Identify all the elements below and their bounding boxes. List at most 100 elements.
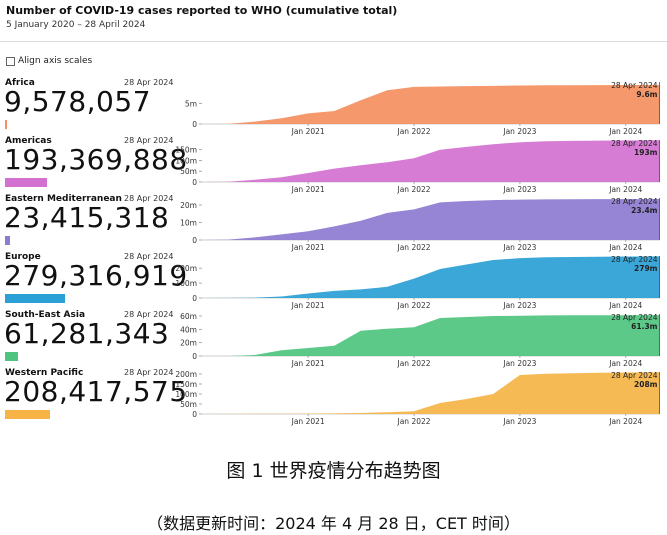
x-tick-label: Jan 2023	[502, 243, 536, 252]
date-range-subtitle: 5 January 2020 – 28 April 2024	[6, 20, 146, 30]
x-tick-label: Jan 2024	[608, 301, 642, 310]
x-tick-label: Jan 2023	[502, 127, 536, 136]
latest-value-label: 193m	[634, 148, 658, 157]
region-as-of-date: 28 Apr 2024	[124, 194, 174, 203]
y-tick-label: 200m	[175, 370, 197, 379]
x-tick-label: Jan 2023	[502, 185, 536, 194]
y-tick-label: 100m	[175, 390, 197, 399]
latest-value-label: 23.4m	[631, 206, 658, 215]
x-tick-label: Jan 2021	[291, 243, 325, 252]
series-area	[202, 84, 660, 124]
series-area	[202, 140, 660, 182]
y-tick-label: 60m	[180, 312, 197, 321]
region-name: Western Pacific	[5, 368, 84, 378]
series-area	[202, 256, 660, 298]
y-tick-label: 50m	[180, 400, 197, 409]
y-tick-label: 150m	[175, 146, 197, 155]
region-total-cases: 193,369,888	[4, 143, 188, 176]
region-share-bar	[5, 236, 11, 245]
y-tick-label: 20m	[180, 201, 197, 210]
y-tick-label: 0	[192, 294, 197, 303]
y-tick-label: 20m	[180, 339, 197, 348]
region-panel-south-east-asia: South-East Asia 28 Apr 2024 61,281,343 0 20m…	[0, 310, 667, 368]
region-share-bar	[5, 352, 19, 361]
latest-date-label: 28 Apr 2024	[611, 139, 658, 148]
x-tick-label: Jan 2022	[397, 127, 431, 136]
latest-date-label: 28 Apr 2024	[611, 81, 658, 90]
region-share-bar	[5, 294, 65, 303]
region-as-of-date: 28 Apr 2024	[124, 78, 174, 87]
latest-date-label: 28 Apr 2024	[611, 313, 658, 322]
region-share-bar	[5, 120, 8, 129]
y-tick-label: 0	[192, 410, 197, 419]
x-tick-label: Jan 2024	[608, 417, 642, 426]
align-axis-scales-toggle[interactable]: Align axis scales	[6, 56, 92, 66]
region-name: South-East Asia	[5, 310, 86, 320]
region-share-bar	[5, 178, 47, 187]
area-chart[interactable]: 0 100m 200m Jan 2021 Jan 2022 Jan 2023 Jan 202…	[172, 252, 663, 310]
y-tick-label: 40m	[180, 325, 197, 334]
align-axis-scales-label: Align axis scales	[18, 56, 93, 66]
y-tick-label: 0	[192, 178, 197, 187]
region-total-cases: 61,281,343	[4, 317, 170, 350]
x-tick-label: Jan 2023	[502, 417, 536, 426]
x-tick-label: Jan 2023	[502, 359, 536, 368]
x-tick-label: Jan 2021	[291, 417, 325, 426]
x-tick-label: Jan 2021	[291, 301, 325, 310]
x-tick-label: Jan 2023	[502, 301, 536, 310]
region-as-of-date: 28 Apr 2024	[124, 136, 174, 145]
region-total-cases: 9,578,057	[4, 85, 152, 118]
x-tick-label: Jan 2022	[397, 243, 431, 252]
x-tick-label: Jan 2021	[291, 127, 325, 136]
latest-value-label: 279m	[634, 264, 658, 273]
y-tick-label: 50m	[180, 167, 197, 176]
y-tick-label: 200m	[175, 264, 197, 273]
x-tick-label: Jan 2021	[291, 359, 325, 368]
region-panel-africa: Africa 28 Apr 2024 9,578,057 0 5m Jan 2021 Jan…	[0, 78, 667, 136]
figure-caption: 图 1 世界疫情分布趋势图	[226, 460, 441, 482]
series-area	[202, 315, 660, 356]
checkbox-icon[interactable]	[6, 56, 15, 66]
region-share-bar	[5, 410, 50, 419]
latest-value-label: 208m	[634, 380, 658, 389]
y-tick-label: 100m	[175, 156, 197, 165]
series-area	[202, 372, 660, 414]
latest-date-label: 28 Apr 2024	[611, 197, 658, 206]
y-tick-label: 0	[192, 120, 197, 129]
x-tick-label: Jan 2024	[608, 243, 642, 252]
region-total-cases: 23,415,318	[4, 201, 170, 234]
x-tick-label: Jan 2021	[291, 185, 325, 194]
area-chart[interactable]: 0 20m 40m 60m Jan 2021 Jan 2022 Jan 2023 Jan 20…	[172, 310, 663, 368]
region-name: Europe	[5, 252, 41, 262]
region-panel-eastern-mediterranean: Eastern Mediterranean 28 Apr 2024 23,415,3…	[0, 194, 667, 252]
series-area	[202, 199, 660, 240]
x-tick-label: Jan 2022	[397, 359, 431, 368]
chart-title: Number of COVID-19 cases reported to WHO…	[6, 4, 398, 17]
region-name: Africa	[5, 78, 35, 88]
area-chart[interactable]: 0 5m Jan 2021 Jan 2022 Jan 2023 Jan 2024 28 Ap…	[172, 78, 663, 136]
region-as-of-date: 28 Apr 2024	[124, 310, 174, 319]
area-chart[interactable]: 0 10m 20m Jan 2021 Jan 2022 Jan 2023 Jan 2024 2…	[172, 194, 663, 252]
region-panel-europe: Europe 28 Apr 2024 279,316,919 0 100m 200m Jan…	[0, 252, 667, 310]
x-tick-label: Jan 2024	[608, 185, 642, 194]
latest-value-label: 9.6m	[636, 90, 657, 99]
x-tick-label: Jan 2022	[397, 185, 431, 194]
y-tick-label: 150m	[175, 380, 197, 389]
region-panel-americas: Americas 28 Apr 2024 193,369,888 0 50m 100m 15…	[0, 136, 667, 194]
latest-date-label: 28 Apr 2024	[611, 255, 658, 264]
y-tick-label: 0	[192, 236, 197, 245]
region-as-of-date: 28 Apr 2024	[124, 368, 174, 377]
y-tick-label: 0	[192, 352, 197, 361]
region-name: Americas	[5, 136, 52, 146]
y-tick-label: 10m	[180, 219, 197, 228]
latest-date-label: 28 Apr 2024	[611, 371, 658, 380]
x-tick-label: Jan 2024	[608, 359, 642, 368]
latest-value-label: 61.3m	[631, 322, 658, 331]
region-as-of-date: 28 Apr 2024	[124, 252, 174, 261]
region-total-cases: 208,417,575	[4, 375, 188, 408]
data-update-note: （数据更新时间：2024 年 4 月 28 日，CET 时间）	[147, 514, 520, 533]
header-divider	[0, 41, 667, 42]
x-tick-label: Jan 2022	[397, 417, 431, 426]
